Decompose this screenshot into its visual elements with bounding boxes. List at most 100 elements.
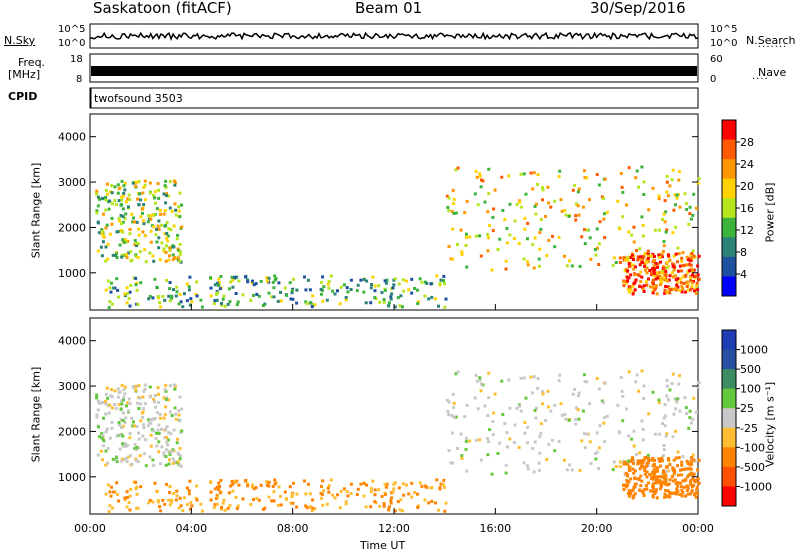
power-cell: [118, 219, 121, 223]
velocity-cell: [141, 415, 144, 419]
power-cell: [95, 211, 99, 215]
velocity-cell: [165, 448, 168, 452]
velocity-cell: [696, 468, 700, 472]
power-cell: [168, 246, 172, 250]
power-cell: [664, 230, 668, 234]
power-cell: [680, 259, 684, 263]
power-cell: [598, 220, 602, 224]
power-cell: [99, 245, 103, 249]
velocity-cell: [646, 453, 650, 457]
power-cell: [534, 212, 538, 216]
power-cell: [149, 214, 153, 218]
power-cell: [100, 254, 104, 258]
power-cell: [154, 201, 157, 205]
power-cell: [167, 194, 171, 198]
velocity-cell: [134, 388, 138, 392]
velocity-cell: [338, 506, 342, 510]
power-cell: [656, 276, 660, 280]
power-cell: [649, 285, 652, 289]
power-cell: [654, 277, 658, 281]
power-cell: [447, 209, 451, 213]
power-cell: [119, 203, 123, 207]
power-cell: [631, 263, 635, 267]
power-cell: [383, 279, 387, 283]
velocity-cell: [603, 440, 607, 444]
power-cell: [632, 267, 636, 271]
velocity-cell: [107, 510, 111, 513]
velocity-cell: [505, 445, 509, 449]
power-cell: [132, 220, 136, 224]
velocity-cell: [217, 488, 221, 491]
power-cell: [126, 205, 130, 209]
velocity-cell: [123, 420, 127, 424]
velocity-cell: [420, 484, 424, 488]
power-cell: [662, 240, 666, 243]
power-cell: [639, 280, 643, 284]
velocity-cell: [602, 416, 606, 420]
velocity-cell: [687, 426, 691, 430]
velocity-cell: [623, 460, 627, 464]
velocity-cell: [174, 412, 178, 416]
power-cell: [122, 184, 126, 188]
velocity-cell: [624, 462, 628, 466]
velocity-cell: [447, 413, 451, 417]
power-cell: [259, 279, 263, 283]
power-cell: [174, 294, 178, 298]
power-cell: [124, 212, 128, 216]
power-cell: [178, 253, 182, 257]
power-cell: [439, 278, 443, 282]
colorbar-swatch: [722, 447, 736, 468]
power-cell: [121, 215, 125, 219]
power-cell: [661, 249, 665, 253]
velocity-cell: [128, 436, 132, 440]
velocity-cell: [156, 499, 160, 502]
power-cell: [488, 224, 492, 228]
velocity-cell: [689, 483, 693, 487]
velocity-cell: [665, 494, 669, 498]
power-cell: [135, 242, 139, 245]
power-cell: [625, 279, 629, 283]
power-cell: [109, 290, 113, 294]
velocity-cell: [438, 486, 442, 490]
power-cell: [684, 274, 688, 278]
velocity-cell: [574, 406, 578, 410]
velocity-cell: [142, 426, 146, 430]
power-cell: [391, 286, 395, 290]
velocity-ylabel: Slant Range [km]: [29, 366, 43, 463]
velocity-cell: [633, 469, 637, 473]
velocity-cell: [115, 456, 118, 460]
power-cell: [104, 198, 108, 202]
velocity-cell: [173, 406, 177, 410]
colorbar-tick-label: 4: [740, 268, 747, 281]
x-tick-label: 00:00: [682, 522, 714, 535]
power-cell: [329, 274, 333, 278]
velocity-cell: [195, 484, 199, 488]
power-cell: [160, 223, 163, 227]
power-cell: [464, 244, 468, 247]
velocity-cell: [117, 403, 121, 407]
power-cell: [443, 305, 447, 309]
velocity-cell: [693, 493, 696, 497]
velocity-cell: [532, 375, 536, 379]
velocity-cell: [636, 462, 640, 466]
velocity-cell: [522, 376, 526, 380]
power-cell: [117, 187, 121, 191]
power-cell: [678, 288, 682, 292]
power-cell: [331, 289, 335, 293]
power-cell: [142, 203, 146, 207]
velocity-cell: [167, 431, 171, 435]
velocity-cell: [259, 483, 263, 487]
power-cell: [134, 181, 138, 184]
velocity-cell: [626, 492, 630, 495]
power-cell: [476, 203, 480, 207]
velocity-cell: [662, 416, 666, 420]
power-cell: [142, 222, 146, 226]
x-tick-label: 08:00: [277, 522, 309, 535]
velocity-cell: [181, 509, 185, 513]
velocity-cell: [168, 384, 172, 388]
velocity-cell: [160, 427, 163, 431]
power-cell: [627, 166, 631, 170]
power-cell: [338, 302, 342, 306]
velocity-cell: [159, 416, 162, 420]
power-cell: [349, 278, 353, 282]
